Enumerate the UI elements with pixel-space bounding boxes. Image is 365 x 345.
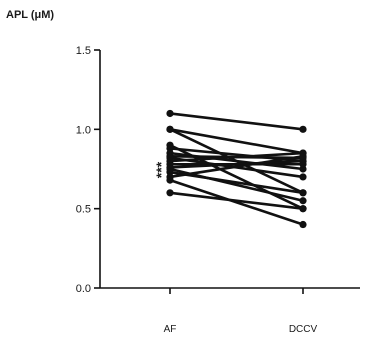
pair-line (169, 159, 304, 169)
data-points (166, 109, 307, 229)
significance-annotation: *** (153, 161, 169, 178)
pair-line (169, 151, 304, 163)
point-dccv (299, 152, 307, 160)
pair-line (169, 112, 304, 131)
point-dccv (299, 189, 307, 197)
pair-line (169, 170, 304, 195)
point-af (166, 125, 174, 133)
point-dccv (299, 125, 307, 133)
pair-line (169, 191, 304, 210)
point-af (166, 189, 174, 197)
point-dccv (299, 173, 307, 181)
x-tick-label: AF (164, 324, 177, 335)
point-af (166, 176, 174, 184)
y-tick-label: 0.0 (76, 283, 91, 295)
axes: 0.0 0.5 1.0 1.5 AF DCCV (76, 45, 360, 335)
pair-line (169, 128, 304, 155)
point-dccv (299, 205, 307, 213)
y-tick-label: 1.5 (76, 45, 91, 57)
pair-lines (169, 112, 304, 226)
y-axis-label: APL (μM) (6, 9, 54, 21)
point-dccv (299, 197, 307, 205)
y-tick-label: 1.0 (76, 124, 91, 136)
point-dccv (299, 220, 307, 229)
point-af (166, 109, 174, 118)
y-tick-label: 0.5 (76, 204, 91, 216)
x-tick-label: DCCV (289, 324, 318, 335)
pair-line (169, 178, 304, 226)
pair-line (169, 155, 304, 179)
